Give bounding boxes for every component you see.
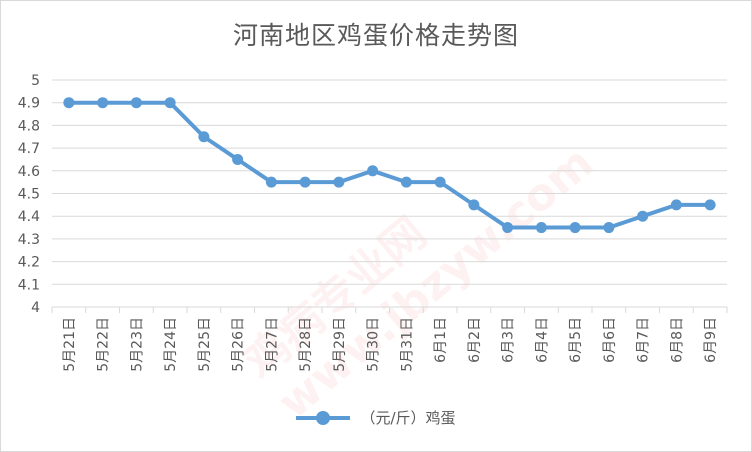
x-tick-label: 6月7日 <box>636 317 652 363</box>
data-point <box>333 176 345 188</box>
x-tick-label: 5月24日 <box>163 317 179 372</box>
data-point <box>130 97 142 109</box>
data-point <box>164 97 176 109</box>
legend: （元/斤）鸡蛋 <box>0 407 752 428</box>
data-point <box>434 176 446 188</box>
x-tick-label: 5月21日 <box>62 317 78 372</box>
data-point <box>299 176 311 188</box>
x-tick-label: 5月23日 <box>129 317 145 372</box>
data-point <box>232 153 244 165</box>
data-point <box>63 97 75 109</box>
data-point <box>400 176 412 188</box>
x-tick-label: 5月25日 <box>197 317 213 372</box>
series-line <box>66 100 713 230</box>
y-tick-label: 4.8 <box>18 118 40 134</box>
y-tick-label: 4.6 <box>18 164 40 180</box>
x-tick-label: 5月31日 <box>399 317 415 372</box>
x-tick-label: 5月26日 <box>231 317 247 372</box>
y-tick-label: 4.2 <box>18 255 40 271</box>
x-tick-label: 6月2日 <box>467 317 483 363</box>
y-tick-label: 4.9 <box>18 96 40 112</box>
data-point <box>468 199 480 211</box>
data-point <box>603 222 615 234</box>
y-tick-label: 4.1 <box>18 277 40 293</box>
x-tick-label: 6月5日 <box>568 317 584 363</box>
chart-title: 河南地区鸡蛋价格走势图 <box>232 21 519 50</box>
y-tick-label: 4.3 <box>18 232 40 248</box>
data-point <box>535 222 547 234</box>
x-tick-label: 6月6日 <box>602 317 618 363</box>
x-tick-label: 6月8日 <box>669 317 685 363</box>
x-tick-label: 5月30日 <box>366 317 382 372</box>
data-point <box>97 97 109 109</box>
data-point <box>670 199 682 211</box>
legend-series-marker <box>296 410 351 425</box>
y-tick-label: 4.7 <box>18 141 40 157</box>
y-tick-label: 5 <box>31 73 40 89</box>
data-point <box>502 222 514 234</box>
x-tick-label: 5月29日 <box>332 317 348 372</box>
x-tick-label: 6月9日 <box>703 317 719 363</box>
x-tick-label: 6月3日 <box>501 317 517 363</box>
y-tick-label: 4.4 <box>18 209 40 225</box>
x-tick-label: 5月28日 <box>298 317 314 372</box>
y-tick-label: 4 <box>31 300 40 316</box>
x-tick-label: 5月22日 <box>96 317 112 372</box>
data-point <box>704 199 716 211</box>
data-point <box>367 165 379 177</box>
x-tick-label: 6月1日 <box>433 317 449 363</box>
legend-series-label: （元/斤）鸡蛋 <box>360 409 456 427</box>
x-tick-label: 6月4日 <box>534 317 550 363</box>
data-point <box>637 210 649 222</box>
y-tick-label: 4.5 <box>18 187 40 203</box>
x-tick-label: 5月27日 <box>264 317 280 372</box>
data-point <box>265 176 277 188</box>
data-point <box>569 222 581 234</box>
data-point <box>198 131 210 143</box>
